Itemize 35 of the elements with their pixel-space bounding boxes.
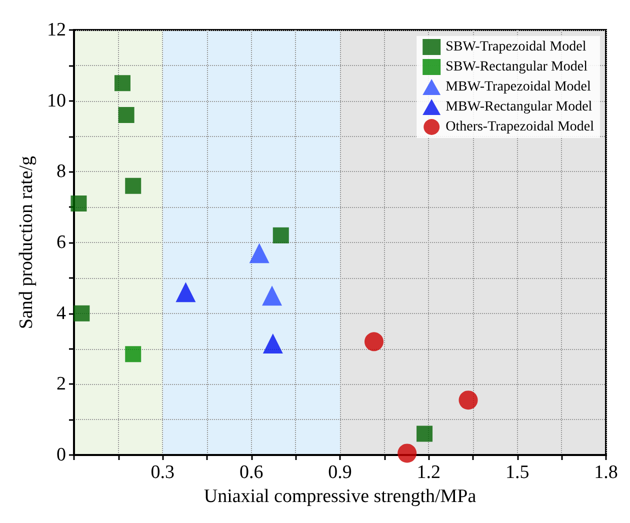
- point: [176, 282, 196, 302]
- point: [262, 333, 283, 354]
- x-tick-label: 1.8: [594, 462, 618, 483]
- x-tick-label: 0.3: [150, 462, 175, 483]
- x-tick-label: 1.2: [416, 462, 441, 483]
- point: [125, 178, 142, 194]
- point: [398, 444, 417, 463]
- y-tick-label: 12: [47, 20, 66, 40]
- point: [364, 332, 384, 352]
- legend-label: Others-Trapezoidal Model: [446, 120, 594, 134]
- point: [249, 243, 270, 264]
- x-axis-title: Uniaxial compressive strength/MPa: [204, 486, 477, 507]
- x-tick-label: 0.9: [328, 462, 352, 483]
- point: [458, 390, 478, 410]
- y-tick-label: 6: [56, 232, 66, 253]
- y-tick-label: 4: [56, 302, 66, 324]
- point: [262, 286, 282, 306]
- y-tick-label: 10: [47, 90, 66, 112]
- y-tick-label: 2: [56, 374, 66, 395]
- x-tick-label: 0.6: [239, 462, 264, 483]
- legend-label: SBW-Rectangular Model: [446, 60, 588, 74]
- point: [74, 305, 90, 322]
- point: [118, 107, 134, 123]
- y-tick-label: 0: [56, 444, 66, 466]
- x-tick-label: 1.5: [505, 462, 530, 483]
- point: [125, 346, 142, 362]
- point: [114, 75, 130, 92]
- point: [416, 426, 433, 442]
- point: [70, 196, 87, 212]
- legend-label: MBW-Rectangular Model: [446, 100, 592, 114]
- point: [272, 227, 289, 244]
- legend-label: SBW-Trapezoidal Model: [446, 40, 586, 54]
- y-axis-title: Sand production rate/g: [16, 155, 37, 330]
- legend-label: MBW-Trapezoidal Model: [446, 80, 592, 94]
- y-tick-label: 8: [56, 161, 66, 182]
